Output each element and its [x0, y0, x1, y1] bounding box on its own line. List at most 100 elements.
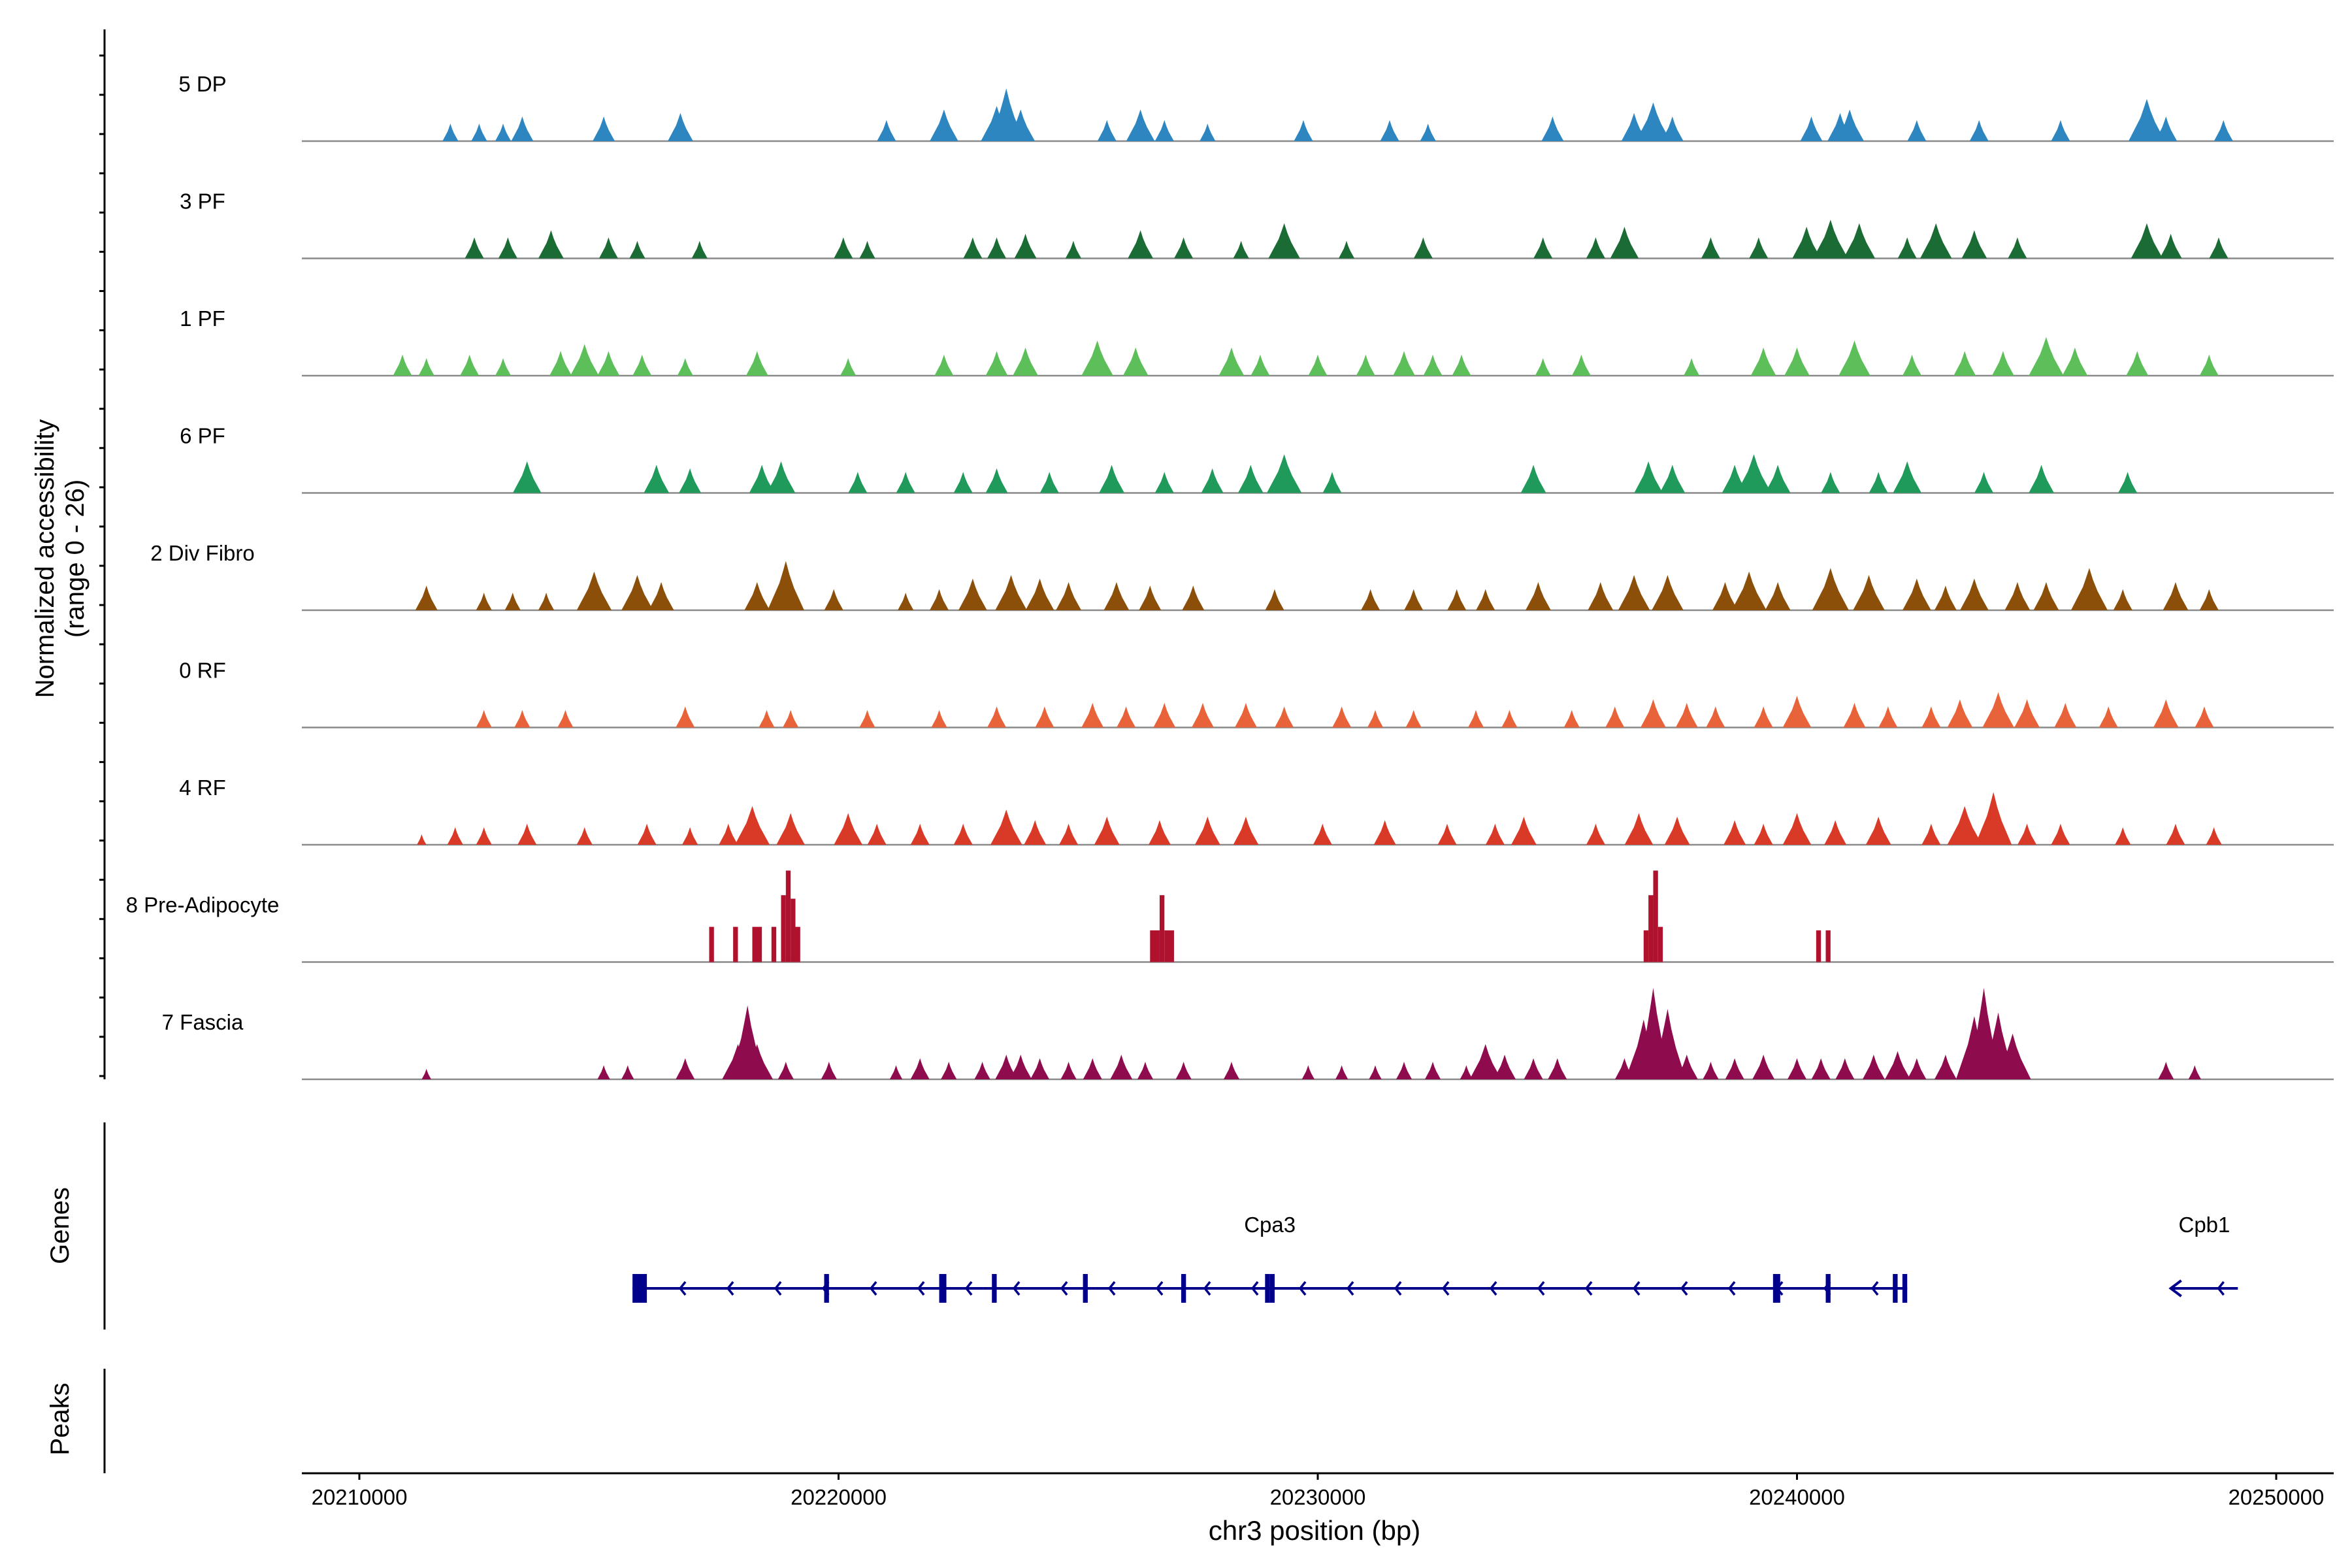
coverage-peak: [476, 593, 492, 610]
coverage-peak: [1013, 347, 1038, 376]
track-4-rf: 4 RF: [179, 776, 2334, 846]
coverage-peak: [1009, 1054, 1032, 1079]
coverage-peak: [476, 827, 492, 845]
coverage-peak: [995, 1054, 1018, 1079]
coverage-peak: [648, 581, 674, 610]
x-tick-label: 20250000: [2229, 1485, 2325, 1509]
strand-arrow: [1155, 1281, 1164, 1296]
strand-arrow: [1870, 1281, 1879, 1296]
coverage-peak: [783, 710, 799, 728]
coverage-peak: [1749, 237, 1769, 259]
coverage-peak: [417, 834, 427, 845]
coverage-peak: [1684, 358, 1700, 376]
strand-arrow: [1394, 1281, 1402, 1296]
coverage-peak: [1174, 237, 1194, 259]
coverage-peak: [1862, 1054, 1885, 1079]
coverage-peak: [1223, 1062, 1240, 1079]
coverage-peak: [776, 813, 805, 845]
coverage-peak: [1869, 472, 1888, 493]
coverage-peak: [1712, 581, 1738, 610]
coverage-bar: [1159, 895, 1165, 962]
coverage-peak: [898, 593, 914, 610]
coverage-peak: [1083, 1058, 1102, 1079]
coverage-peak: [759, 710, 775, 728]
coverage-peak: [1501, 710, 1518, 728]
coverage-peak: [1586, 823, 1605, 845]
coverage-peak: [1025, 578, 1054, 610]
coverage-peak: [1182, 585, 1205, 610]
coverage-peak: [1897, 237, 1917, 259]
coverage-peak: [995, 575, 1027, 610]
coverage-peak: [987, 706, 1007, 728]
strand-arrow: [1107, 1281, 1116, 1296]
coverage-peak: [931, 710, 947, 728]
coverage-peak: [1332, 706, 1352, 728]
coverage-bar: [733, 926, 738, 962]
coverage-peak: [840, 358, 857, 376]
coverage-peak: [1356, 354, 1375, 376]
coverage-peak: [1548, 1058, 1567, 1079]
coverage-peak: [495, 123, 512, 141]
coverage-peak: [1736, 454, 1772, 493]
coverage-bar: [781, 895, 786, 962]
coverage-peak: [1103, 581, 1130, 610]
coverage-peak: [2051, 823, 2070, 845]
track-label: 3 PF: [180, 189, 225, 214]
exon: [1772, 1274, 1780, 1303]
coverage-peak: [1960, 578, 1989, 610]
coverage-peak: [1571, 354, 1591, 376]
coverage-peak: [1369, 1065, 1382, 1079]
coverage-peak: [2004, 581, 2031, 610]
coverage-peak: [1675, 1054, 1698, 1079]
strand-arrow: [1298, 1281, 1307, 1296]
coverage-peak: [1974, 472, 1994, 493]
coverage-peak: [1947, 806, 1982, 845]
coverage-peak: [1701, 237, 1721, 259]
coverage-peak: [1404, 589, 1424, 610]
coverage-peak: [1934, 1054, 1957, 1079]
coverage-peak: [1907, 1058, 1927, 1079]
coverage-peak: [1361, 589, 1380, 610]
track-6-pf: 6 PF: [180, 424, 2334, 494]
coverage-peak: [1424, 1062, 1441, 1079]
coverage-peak: [1919, 223, 1952, 259]
coverage-peak: [941, 1062, 957, 1079]
coverage-peak: [504, 593, 521, 610]
coverage-peak: [1813, 220, 1848, 259]
coverage-peak: [1268, 223, 1300, 259]
coverage-peak: [1494, 1054, 1516, 1079]
coverage-peak: [465, 237, 484, 259]
coverage-peak: [1975, 792, 2012, 845]
coverage-peak: [471, 123, 487, 141]
coverage-peak: [676, 1058, 695, 1079]
x-axis: 20210000 20220000 20230000 20240000 20250000: [302, 1472, 2334, 1509]
coverage-peak: [930, 109, 958, 141]
coverage-peak: [1467, 710, 1484, 728]
strand-arrow: [2217, 1281, 2225, 1296]
coverage-peak: [1903, 578, 1931, 610]
coverage-bar: [771, 926, 777, 962]
coverage-peak: [745, 351, 768, 376]
coverage-bar: [1825, 930, 1831, 962]
coverage-peak: [1380, 120, 1399, 141]
coverage-peak: [1511, 816, 1537, 845]
coverage-peak: [834, 237, 853, 259]
coverage-peak: [1843, 223, 1876, 259]
strand-arrow: [1489, 1281, 1497, 1296]
coverage-peak: [1991, 351, 2014, 376]
coverage-peak: [1652, 575, 1684, 610]
coverage-peak: [1792, 227, 1821, 259]
coverage-peak: [570, 344, 599, 376]
coverage-peak: [1447, 589, 1467, 610]
coverage-peak: [1533, 237, 1553, 259]
coverage-peak: [1139, 585, 1162, 610]
coverage-peak: [963, 237, 983, 259]
coverage-peak: [1885, 1051, 1910, 1079]
coverage-peak: [1322, 472, 1342, 493]
track-5-dp: 5 DP: [178, 72, 2334, 142]
coverage-peak: [1661, 116, 1684, 141]
coverage-peak: [1706, 706, 1725, 728]
coverage-peak: [1586, 237, 1605, 259]
coverage-peak: [1812, 568, 1849, 610]
coverage-peak: [1675, 702, 1698, 728]
